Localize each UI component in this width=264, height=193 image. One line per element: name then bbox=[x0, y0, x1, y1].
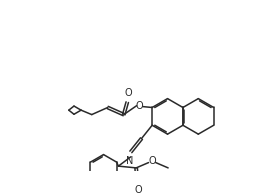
Text: O: O bbox=[136, 101, 144, 111]
Text: O: O bbox=[124, 88, 132, 98]
Text: N: N bbox=[126, 156, 134, 166]
Text: O: O bbox=[148, 156, 156, 166]
Text: O: O bbox=[134, 185, 142, 193]
